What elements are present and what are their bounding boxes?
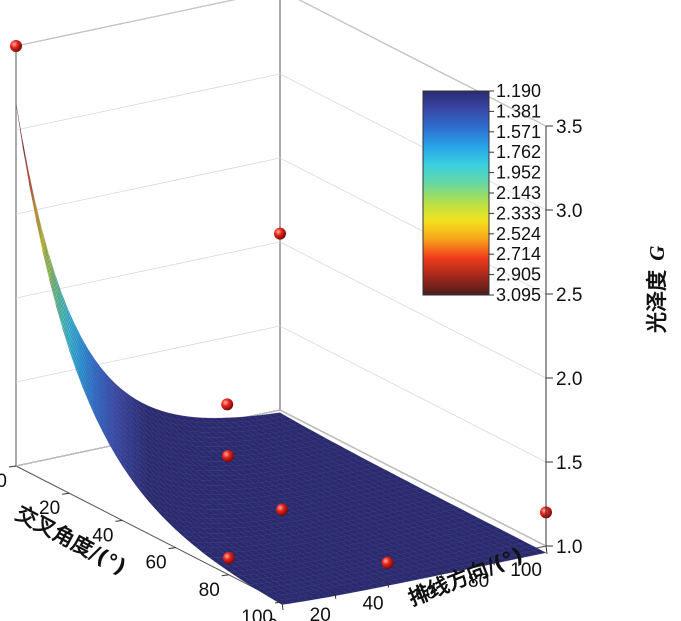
observed-point — [276, 503, 288, 516]
surface-cell — [453, 565, 468, 571]
surface-cell — [492, 557, 507, 563]
surface-cell — [406, 575, 422, 581]
colorbar-tick-label: 1.762 — [496, 142, 541, 162]
y-tick — [387, 579, 390, 588]
colorbar-tick-label: 1.952 — [496, 163, 541, 183]
colorbar-tick-label: 2.905 — [496, 265, 541, 285]
x-tick — [62, 492, 70, 495]
z-axis-title-group: 光泽度 G — [645, 246, 669, 334]
z-tick-label: 2.5 — [556, 285, 582, 306]
z-tick-label: 3.0 — [556, 201, 582, 222]
y-tick-label: 40 — [362, 594, 383, 615]
z-tick-label: 2.0 — [556, 369, 582, 390]
colorbar-tick-label: 2.524 — [496, 224, 541, 244]
observed-point — [221, 398, 234, 411]
observed-point — [10, 40, 22, 52]
surface-cell — [288, 597, 303, 603]
y-tick-label: 80 — [468, 571, 489, 592]
z-gridline — [15, 409, 547, 547]
surface-cell — [347, 587, 362, 593]
surface-cell — [367, 583, 382, 589]
y-tick — [281, 601, 284, 611]
surface-cell — [334, 589, 349, 595]
z-tick-label: 1.0 — [556, 537, 582, 558]
surface-cell — [426, 571, 441, 577]
colorbar-tick-label: 1.190 — [496, 81, 541, 101]
x-tick — [221, 574, 229, 577]
x-tick-label: 80 — [199, 580, 220, 601]
x-tick — [274, 601, 283, 604]
observed-point — [222, 552, 235, 564]
z-axis-symbol: G — [645, 246, 669, 261]
surface-cell — [373, 581, 389, 588]
colorbar-tick-label: 2.333 — [496, 203, 541, 223]
z-tick-label: 1.5 — [556, 453, 582, 474]
y-tick — [492, 557, 495, 566]
axes: 0204060801000204060801001.01.52.02.53.03… — [0, 117, 582, 621]
surface-cell — [420, 572, 435, 578]
x-tick — [168, 547, 176, 550]
z-tick-label: 3.5 — [556, 117, 582, 138]
observed-points — [10, 40, 552, 569]
back-pane — [15, 0, 281, 467]
x-tick — [8, 465, 17, 468]
colorbar-tick-label: 2.143 — [496, 183, 541, 203]
surface-cell — [360, 584, 375, 590]
observed-point — [274, 227, 286, 240]
y-tick — [334, 590, 337, 599]
y-tick — [545, 545, 548, 555]
svg-text:光泽度 G: 光泽度 G — [645, 246, 669, 334]
surface-cell — [479, 560, 494, 566]
y-tick — [439, 568, 442, 577]
y-tick-label: 0 — [267, 616, 278, 621]
colorbar-tick-label: 3.095 — [496, 285, 541, 305]
colorbar-tick-label: 1.381 — [496, 101, 541, 121]
surface-cell — [294, 596, 309, 602]
surface-cell — [499, 555, 514, 562]
surface-cell — [321, 592, 336, 598]
z-gridline — [15, 241, 547, 379]
observed-point — [381, 556, 394, 569]
surface-cell — [519, 551, 534, 558]
z-axis-title: 光泽度 — [645, 270, 669, 334]
surface-cell — [387, 579, 402, 585]
surface-cell — [466, 562, 481, 569]
y-tick-label: 100 — [510, 560, 542, 581]
observed-point — [222, 450, 234, 462]
surface-cell — [413, 573, 428, 580]
surface-cell — [512, 553, 527, 559]
surface-cell — [393, 577, 408, 584]
z-gridline — [15, 0, 547, 127]
surface-cell — [525, 550, 540, 556]
x-tick-label: 60 — [145, 553, 166, 574]
y-tick-label: 20 — [310, 605, 331, 621]
x-tick-label: 100 — [241, 607, 273, 621]
x-tick-label: 0 — [0, 471, 7, 492]
x-tick-label: 40 — [92, 525, 113, 546]
x-tick — [115, 519, 123, 522]
response-surface — [15, 103, 547, 605]
colorbar-tick-label: 1.571 — [496, 122, 541, 142]
z-gridline — [15, 325, 547, 463]
surface-cell — [439, 568, 455, 574]
y-tick-label: 60 — [415, 582, 436, 603]
colorbar: 1.1901.3811.5711.7621.9522.1432.3332.524… — [422, 81, 541, 305]
colorbar-gradient — [422, 90, 490, 296]
colorbar-tick-label: 2.714 — [496, 244, 541, 264]
x-tick-label: 20 — [39, 498, 60, 519]
